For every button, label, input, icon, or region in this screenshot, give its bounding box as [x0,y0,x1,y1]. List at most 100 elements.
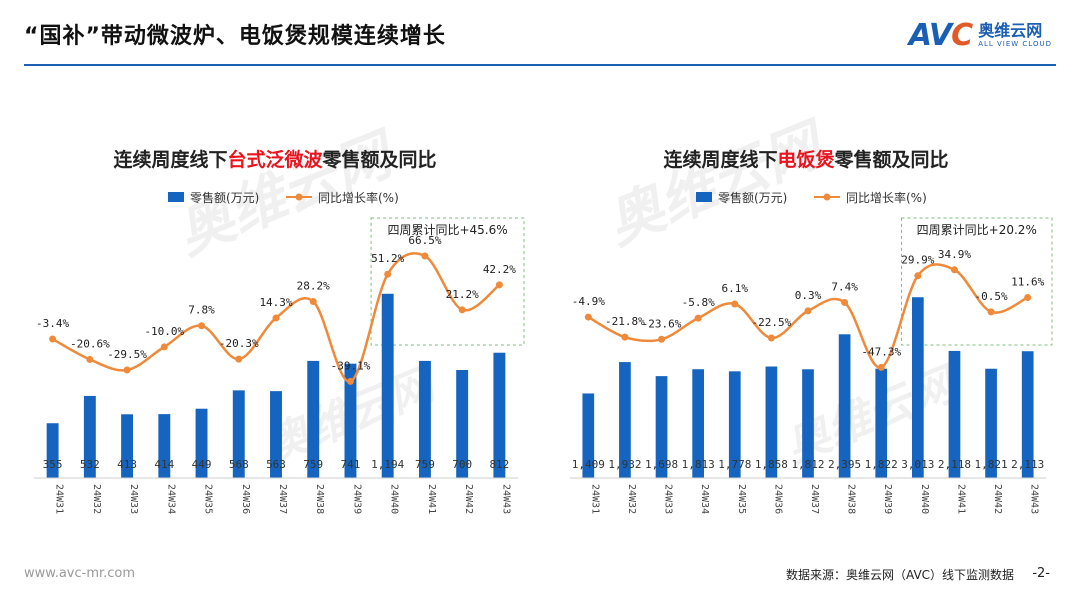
x-tick-label: 24W42 [992,484,1003,514]
x-tick-label: 24W34 [699,484,710,514]
bar [270,391,282,478]
growth-point [86,355,94,363]
x-tick-label: 24W33 [128,484,139,514]
growth-label: -5.8% [682,296,715,309]
x-tick-label: 24W37 [277,484,288,514]
growth-label: 0.3% [795,289,822,302]
growth-label: -3.4% [36,317,69,330]
growth-point [987,308,995,316]
growth-label: 42.2% [483,263,516,276]
x-tick-label: 24W41 [426,484,437,514]
growth-point [767,334,775,342]
bar-value-label: 1,194 [371,458,404,471]
growth-point [694,314,702,322]
bar [692,369,705,478]
bar-value-label: 414 [154,458,174,471]
bar-value-label: 563 [266,458,286,471]
growth-point [914,272,922,280]
growth-point [841,298,849,306]
x-tick-label: 24W33 [663,484,674,514]
bar-value-label: 2,113 [1011,458,1044,471]
growth-label: 21.2% [446,288,479,301]
growth-label: 7.8% [188,304,215,317]
footer-url[interactable]: www.avc-mr.com [24,566,136,581]
bar-value-label: 413 [117,458,137,471]
chart-title: 连续周度线下台式泛微波零售额及同比 [113,148,436,171]
x-tick-label: 24W38 [314,484,325,514]
growth-point [458,306,466,314]
x-tick-label: 24W41 [955,484,966,514]
growth-label: 51.2% [371,252,404,265]
x-tick-label: 24W36 [772,484,783,514]
x-tick-label: 24W39 [351,484,362,514]
legend-bar-swatch [168,192,184,202]
bar [83,395,96,478]
bar [456,370,469,478]
x-tick-label: 24W38 [846,484,857,514]
x-tick-label: 24W40 [919,484,930,514]
legend-line-label: 同比增长率(%) [318,190,399,205]
x-tick-label: 24W39 [882,484,893,514]
legend-bar-label: 零售额(万元) [718,190,787,205]
logo-en: ALL VIEW CLOUD [978,40,1052,48]
bar-value-label: 2,395 [828,458,861,471]
x-tick-label: 24W32 [91,484,102,514]
growth-point [49,335,57,343]
growth-point [658,335,666,343]
growth-label: -29.5% [107,348,147,361]
growth-point [160,343,168,351]
x-tick-label: 24W43 [1029,484,1040,514]
growth-label: -23.6% [642,317,682,330]
growth-point [123,366,131,374]
logo-mark: AVC [908,18,973,53]
bar [158,414,171,478]
avc-logo: AVC 奥维云网 ALL VIEW CLOUD [909,18,1052,53]
bar [911,297,924,478]
growth-point [950,266,958,274]
growth-point [421,252,429,260]
x-tick-label: 24W36 [240,484,251,514]
growth-point [495,281,503,289]
bar [838,334,851,478]
bar-value-label: 3,013 [901,458,934,471]
bar [46,423,59,478]
legend-bar-label: 零售额(万元) [190,190,259,205]
growth-label: 11.6% [1011,275,1044,288]
bar [728,371,741,478]
bar [381,293,394,478]
growth-line [587,263,1029,369]
growth-point [877,363,885,371]
growth-label: -20.6% [70,337,110,350]
x-tick-label: 24W31 [589,484,600,514]
bar-value-label: 1,812 [791,458,824,471]
growth-point [621,333,629,341]
growth-label: -10.0% [144,325,184,338]
x-tick-label: 24W43 [500,484,511,514]
x-tick-label: 24W35 [203,484,214,514]
bar [985,368,997,478]
bar-value-label: 1,932 [608,458,641,471]
legend-line-marker [823,193,831,201]
growth-point [272,314,280,322]
highlight-box-label: 四周累计同比+45.6% [387,223,507,237]
growth-point [235,355,243,363]
bar [1021,351,1034,478]
bar [655,376,668,478]
x-tick-label: 24W31 [54,484,65,514]
growth-label: 14.3% [259,296,292,309]
growth-label: -21.8% [605,315,645,328]
bar-value-label: 355 [43,458,63,471]
bar [619,362,631,478]
growth-point [346,377,354,385]
bar-value-label: 449 [192,458,212,471]
bar-value-label: 1,813 [682,458,715,471]
bar [344,363,357,478]
growth-point [1024,293,1032,301]
bar-value-label: 568 [229,458,249,471]
growth-point [309,298,317,306]
growth-label: 66.5% [408,234,441,247]
growth-point [384,270,392,278]
legend-line-marker [295,193,303,201]
growth-label: 28.2% [297,280,330,293]
